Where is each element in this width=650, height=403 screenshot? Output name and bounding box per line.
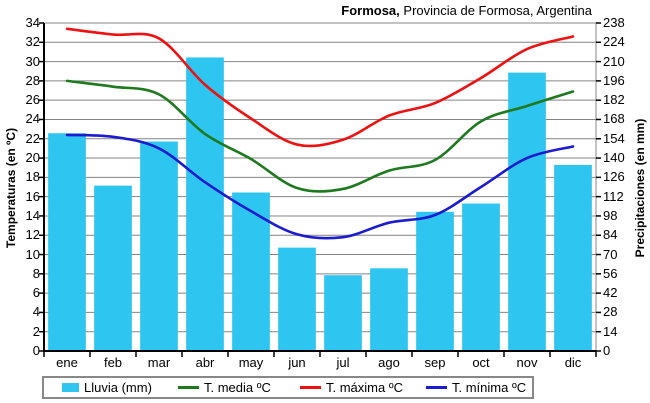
month-label-ene: ene [56,355,78,370]
chart-title: Formosa, Provincia de Formosa, Argentina [0,3,592,18]
bar-jun [278,247,316,351]
bar-nov [508,72,546,351]
legend-line-swatch [300,386,321,389]
temp-tick-0: 0 [32,343,40,358]
month-label-nov: nov [516,355,538,370]
precip-tick-98: 98 [603,207,618,223]
temp-tick-10: 10 [25,246,40,262]
precip-tick-140: 140 [603,150,625,166]
precip-tick-126: 126 [603,169,625,185]
precip-tick-84: 84 [603,227,618,243]
precip-tick-182: 182 [603,92,625,108]
precip-tick-238: 238 [603,15,625,30]
precip-tick-14: 14 [603,323,618,339]
temp-tick-32: 32 [25,34,40,50]
month-label-sep: sep [424,355,446,370]
temp-tick-2: 2 [32,323,40,339]
legend-item-lluvia: Lluvia (mm) [62,378,152,397]
bar-jul [324,275,362,351]
bar-feb [94,185,132,351]
month-label-abr: abr [195,355,215,370]
precip-tick-224: 224 [603,34,625,50]
temp-tick-8: 8 [32,265,40,281]
temp-tick-14: 14 [25,207,40,223]
legend-item-t-m-nima-c: T. mínima ºC [426,378,526,397]
legend: Lluvia (mm) T. media ºC T. máxima ºC T. mín… [42,376,534,399]
precip-tick-56: 56 [603,265,618,281]
chart-title-region: Provincia de Formosa, Argentina [399,3,592,18]
month-label-mar: mar [147,355,171,370]
bar-abr [186,57,224,351]
month-label-ago: ago [378,355,400,370]
temp-tick-26: 26 [25,92,40,108]
temp-tick-12: 12 [25,227,40,243]
month-label-jul: jul [336,355,350,370]
month-label-dic: dic [564,355,582,370]
legend-label: T. media ºC [204,380,271,395]
legend-item-t-media-c: T. media ºC [178,378,271,397]
temp-tick-20: 20 [25,150,40,166]
bar-dic [554,164,592,351]
legend-line-swatch [426,386,447,389]
legend-label: T. máxima ºC [326,380,403,395]
precip-tick-196: 196 [603,72,625,88]
temp-tick-4: 4 [32,304,40,320]
precip-tick-0: 0 [603,343,611,358]
temp-tick-22: 22 [25,130,40,146]
chart-title-place: Formosa, [341,3,400,18]
line-t-m-nima-c [65,133,575,240]
bar-may [232,192,270,351]
precip-tick-28: 28 [603,304,618,320]
temp-tick-28: 28 [25,72,40,88]
month-label-may: may [238,355,264,370]
temp-tick-30: 30 [25,53,40,69]
temp-tick-24: 24 [25,111,40,127]
temp-tick-34: 34 [25,15,40,30]
bar-ene [48,133,86,351]
line-t-media-c [65,79,575,193]
precip-tick-210: 210 [603,53,625,69]
bar-sep [416,211,454,351]
bar-oct [462,203,500,351]
line-t-m-xima-c [65,27,575,148]
bar-mar [140,141,178,351]
legend-item-t-m-xima-c: T. máxima ºC [300,378,403,397]
month-label-oct: oct [472,355,490,370]
temp-tick-16: 16 [25,188,40,204]
precip-tick-70: 70 [603,246,618,262]
month-label-feb: feb [103,355,123,370]
legend-label: T. mínima ºC [452,380,527,395]
legend-bar-swatch [62,383,79,392]
legend-line-swatch [178,386,199,389]
precip-tick-42: 42 [603,285,618,301]
legend-label: Lluvia (mm) [84,380,152,395]
precip-tick-112: 112 [603,188,624,204]
month-label-jun: jun [288,355,306,370]
temp-tick-6: 6 [32,285,40,301]
bar-ago [370,268,408,351]
precip-tick-154: 154 [603,130,625,146]
temp-tick-18: 18 [25,169,40,185]
precip-tick-168: 168 [603,111,625,127]
